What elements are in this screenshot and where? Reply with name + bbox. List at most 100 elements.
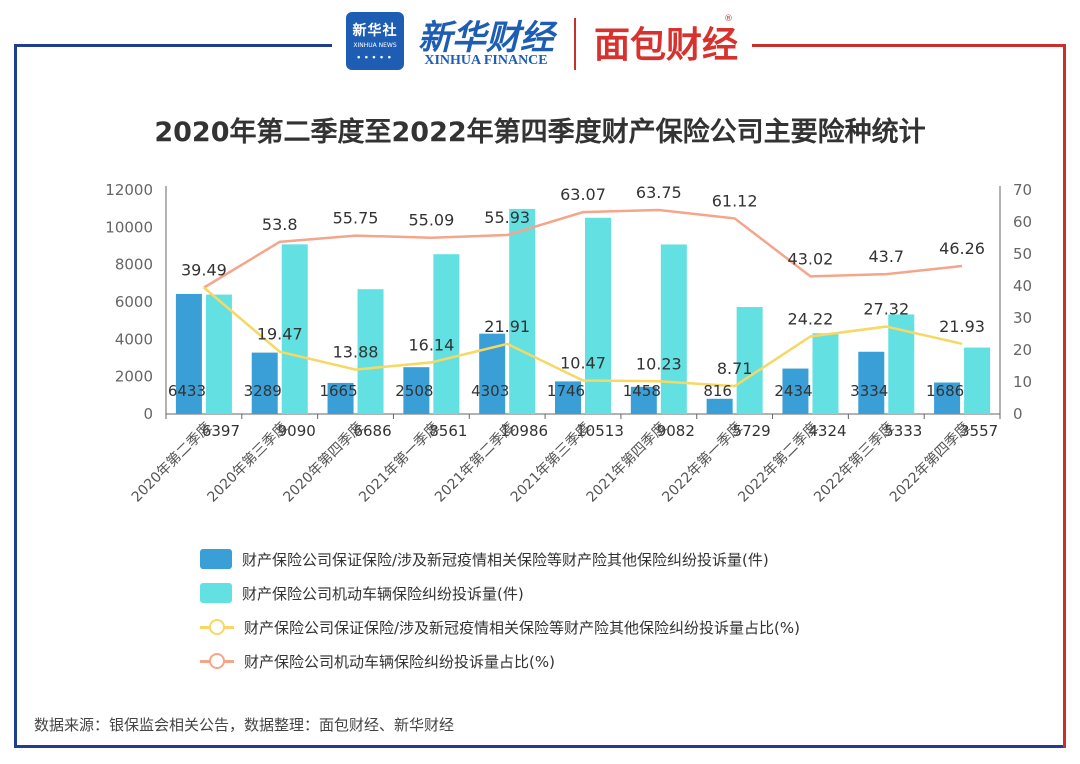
bar-series1-label-8: 2434 [774, 382, 812, 400]
legend-swatch-line1 [200, 617, 234, 637]
frame-bottom-line [14, 745, 1066, 748]
y-left-tick-1: 2000 [115, 368, 153, 386]
chart-svg: 0 2000 4000 6000 8000 10000 12000 0 10 20 30 40 50 60… [105, 181, 1032, 506]
bar-series1-label-9: 3334 [850, 382, 888, 400]
line-series4-label-6: 63.75 [636, 183, 682, 202]
bar-series2-0 [205, 294, 232, 414]
registered-mark: ® [724, 14, 733, 24]
bar-series2-label-8: 4324 [808, 422, 846, 440]
legend-item-line1[interactable]: 财产保险公司保证保险/涉及新冠疫情相关保险等财产险其他保险纠纷投诉量占比(%) [200, 610, 980, 644]
line-series4-label-1: 53.8 [262, 215, 298, 234]
xinhua-finance-logo-cn: 新华财经 [418, 18, 554, 58]
bar-series1-label-2: 1665 [319, 382, 357, 400]
line-series3-label-10: 21.93 [939, 317, 985, 336]
y-left-tick-3: 6000 [115, 293, 153, 311]
bar-series2-label-2: 6686 [353, 422, 391, 440]
bar-series1-label-5: 1746 [547, 382, 585, 400]
line-series3-label-4: 21.91 [484, 317, 530, 336]
y-right-tick-4: 40 [1013, 277, 1032, 295]
line-series3-label-6: 10.23 [636, 354, 682, 373]
legend-label-line1: 财产保险公司保证保险/涉及新冠疫情相关保险等财产险其他保险纠纷投诉量占比(%) [244, 618, 801, 637]
y-left-tick-5: 10000 [105, 218, 153, 236]
y-right-tick-3: 30 [1013, 309, 1032, 327]
line-series4-label-3: 55.09 [408, 211, 454, 230]
bar-series2-3 [433, 254, 460, 414]
bar-series2-5 [585, 217, 611, 414]
bar-series2-label-10: 3557 [960, 422, 998, 440]
bar-series2-10 [964, 347, 991, 414]
x-tick-label-0: 2020年第二季度 [128, 419, 215, 506]
y-right-tick-7: 70 [1013, 181, 1032, 199]
bar-series2-label-4: 10986 [500, 422, 548, 440]
line-series3-label-9: 27.32 [863, 300, 909, 319]
bar-series1-label-1: 3289 [244, 382, 282, 400]
line-series4-label-0: 39.49 [181, 261, 227, 280]
bar-series1-3 [403, 367, 430, 414]
line-series4-label-5: 63.07 [560, 185, 606, 204]
frame-top-right-line [752, 44, 1066, 47]
bar-series1-0 [175, 293, 202, 414]
bar-series2-7 [736, 307, 763, 414]
logo-divider [574, 18, 576, 70]
y-left-tick-2: 4000 [115, 330, 153, 348]
bar-series1-10 [934, 382, 961, 414]
bar-series2-label-3: 8561 [429, 422, 467, 440]
line-series3-label-1: 19.47 [257, 325, 303, 344]
legend-swatch-bar1 [200, 549, 232, 569]
bar-series1-9 [858, 351, 885, 414]
line-series4-label-9: 43.7 [868, 247, 904, 266]
frame-left-line [14, 44, 17, 748]
frame-right-line [1063, 44, 1066, 748]
bar-series1-5 [555, 381, 581, 414]
line-series4-label-4: 55.93 [484, 208, 530, 227]
y-left-tick-4: 8000 [115, 256, 153, 274]
frame-top-left-line [14, 44, 332, 47]
legend-label-bar1: 财产保险公司保证保险/涉及新冠疫情相关保险等财产险其他保险纠纷投诉量(件) [242, 550, 769, 569]
line-series4-label-2: 55.75 [333, 209, 379, 228]
bar-series2-1 [281, 244, 308, 414]
chart-legend: 财产保险公司保证保险/涉及新冠疫情相关保险等财产险其他保险纠纷投诉量(件) 财产… [200, 542, 980, 678]
data-source-note: 数据来源：银保监会相关公告，数据整理：面包财经、新华财经 [34, 716, 455, 734]
bar-series2-label-7: 5729 [733, 422, 771, 440]
line-series4 [203, 208, 963, 289]
legend-swatch-bar2 [200, 583, 232, 603]
line-series3-label-5: 10.47 [560, 353, 606, 372]
bar-series2-label-0: 6397 [202, 422, 240, 440]
y-right-tick-1: 10 [1013, 373, 1032, 391]
bar-series1-label-3: 2508 [395, 382, 433, 400]
bar-series1-label-6: 1458 [623, 382, 661, 400]
bar-series1-label-10: 1686 [926, 382, 964, 400]
bar-series2-2 [357, 289, 384, 414]
line-series4-label-8: 43.02 [788, 249, 834, 268]
y-right-tick-6: 60 [1013, 213, 1032, 231]
legend-label-line2: 财产保险公司机动车辆保险纠纷投诉量占比(%) [244, 652, 555, 671]
line-series4-label-7: 61.12 [712, 191, 758, 210]
legend-item-line2[interactable]: 财产保险公司机动车辆保险纠纷投诉量占比(%) [200, 644, 980, 678]
bar-series2-4 [509, 208, 536, 414]
bar-series1-7 [706, 398, 733, 414]
legend-item-bar1[interactable]: 财产保险公司保证保险/涉及新冠疫情相关保险等财产险其他保险纠纷投诉量(件) [200, 542, 980, 576]
legend-item-bar2[interactable]: 财产保险公司机动车辆保险纠纷投诉量(件) [200, 576, 980, 610]
mianbao-finance-logo: 面包财经 [593, 25, 738, 66]
bar-series2-label-1: 9090 [278, 422, 316, 440]
bar-series2-6 [660, 244, 687, 414]
line-series3 [203, 286, 963, 388]
bar-series1-1 [251, 352, 278, 414]
bar-series1-label-7: 816 [703, 382, 732, 400]
bar-series2-label-6: 9082 [657, 422, 695, 440]
bar-series2-label-5: 10513 [576, 422, 624, 440]
xinhua-finance-logo-en: XINHUA FINANCE [424, 53, 548, 68]
bar-series1-2 [327, 382, 354, 414]
y-right-tick-0: 0 [1013, 405, 1023, 423]
chart-title: 2020年第二季度至2022年第四季度财产保险公司主要险种统计 [154, 117, 926, 148]
line-series3-label-8: 24.22 [788, 309, 834, 328]
y-right-tick-2: 20 [1013, 341, 1032, 359]
y-left-tick-0: 0 [143, 405, 153, 423]
y-right-tick-5: 50 [1013, 245, 1032, 263]
bar-series2-8 [812, 333, 839, 414]
line-series3-label-7: 8.71 [717, 359, 753, 378]
line-series3-label-3: 16.14 [408, 335, 454, 354]
bar-series1-label-0: 6433 [168, 382, 206, 400]
bar-series2-label-9: 5333 [884, 422, 922, 440]
bar-series1-8 [782, 368, 809, 414]
